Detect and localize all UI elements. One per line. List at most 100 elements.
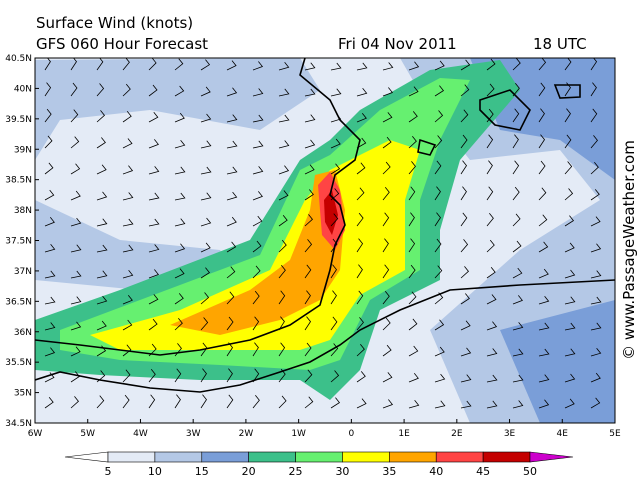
wind-barb <box>356 113 367 123</box>
wind-barb <box>174 218 186 227</box>
wind-barb <box>44 322 56 331</box>
lat-label: 39.5N <box>5 115 32 125</box>
wind-barb <box>96 395 105 409</box>
legend-swatch <box>435 451 484 463</box>
wind-barb <box>278 190 289 201</box>
legend-swatch <box>389 451 437 463</box>
legend-label: 45 <box>476 465 490 478</box>
wind-barb <box>70 396 79 409</box>
wind-barb <box>96 270 108 279</box>
wind-barb <box>200 368 207 383</box>
wind-barb <box>252 290 260 305</box>
wind-barb <box>226 394 234 409</box>
wind-barb <box>330 163 341 175</box>
wind-barb <box>538 241 549 253</box>
wind-barb <box>590 216 601 227</box>
wind-barb <box>96 164 107 175</box>
wind-barb <box>122 218 134 227</box>
wind-barb <box>460 239 469 253</box>
wind-barb <box>200 217 212 227</box>
wind-barb <box>122 319 133 331</box>
wind-barb <box>252 166 264 175</box>
wind-barb <box>252 61 264 71</box>
wind-barb <box>174 85 185 97</box>
wind-barb <box>460 374 472 383</box>
lat-label: 37N <box>14 267 32 277</box>
wind-barb <box>460 134 468 149</box>
wind-barb <box>382 264 390 279</box>
wind-barb <box>460 400 472 409</box>
wind-barb <box>70 217 82 227</box>
wind-barb <box>486 83 495 97</box>
wind-barb <box>564 58 572 71</box>
wind-barb <box>382 372 393 383</box>
wind-barb <box>122 369 131 383</box>
wind-barb <box>226 266 236 279</box>
wind-barb <box>252 395 260 409</box>
wind-barb <box>538 82 546 97</box>
wind-barb <box>278 395 287 409</box>
wind-barb <box>200 242 211 253</box>
lon-label: 5E <box>609 429 621 439</box>
wind-barb <box>564 373 576 383</box>
wind-barb <box>486 321 498 331</box>
wind-barb <box>304 189 314 201</box>
wind-barb <box>408 186 416 201</box>
wind-barb <box>564 134 572 149</box>
wind-barb <box>382 344 392 357</box>
wind-barb <box>252 316 260 331</box>
legend-label: 30 <box>335 465 349 478</box>
wind-barb <box>486 213 494 227</box>
wind-barb <box>486 239 495 253</box>
wind-barb <box>44 189 55 201</box>
wind-barb <box>434 400 446 409</box>
wind-barb <box>148 218 160 227</box>
wind-barb <box>590 243 602 253</box>
wind-barb <box>70 82 78 97</box>
wind-barb <box>538 374 550 383</box>
wind-barb <box>330 62 342 71</box>
wind-barb <box>252 88 264 97</box>
wind-barb <box>148 394 156 409</box>
lat-label: 40N <box>14 84 32 94</box>
wind-barb <box>122 270 134 279</box>
legend-swatch <box>295 451 343 463</box>
date: Fri 04 Nov 2011 <box>338 35 457 53</box>
wind-barb <box>226 166 238 175</box>
wind-barb <box>122 344 132 357</box>
wind-barb <box>356 137 367 149</box>
wind-barb <box>44 135 53 149</box>
wind-barb <box>226 241 237 253</box>
legend-label: 50 <box>523 465 537 478</box>
wind-barb <box>356 317 364 331</box>
wind-barb <box>70 109 79 123</box>
wind-barb <box>226 60 237 71</box>
wind-barb <box>174 394 181 409</box>
wind-barb <box>434 265 443 279</box>
wind-barb <box>590 108 598 123</box>
legend-label: 5 <box>105 465 112 478</box>
wind-barb <box>200 394 207 409</box>
lon-label: 1E <box>398 429 410 439</box>
wind-barb <box>148 166 160 175</box>
lon-label: 2E <box>451 429 463 439</box>
wind-barb <box>590 372 601 383</box>
wind-barb <box>590 82 597 97</box>
wind-barb <box>252 368 260 383</box>
wind-barb <box>512 83 520 97</box>
wind-barb <box>122 165 134 175</box>
wind-barb <box>356 398 367 409</box>
legend-label: 40 <box>429 465 443 478</box>
wind-barb <box>70 190 81 201</box>
wind-barb <box>564 215 575 227</box>
lon-label: 3W <box>186 429 201 439</box>
wind-barb <box>564 188 574 201</box>
wind-barb <box>304 369 313 383</box>
legend-high <box>529 451 574 463</box>
wind-barb <box>408 161 416 175</box>
lat-label: 38N <box>14 206 32 216</box>
wind-barb <box>486 348 498 357</box>
wind-barb <box>122 58 130 71</box>
wind-barb <box>278 62 290 71</box>
wind-barb <box>226 316 234 331</box>
